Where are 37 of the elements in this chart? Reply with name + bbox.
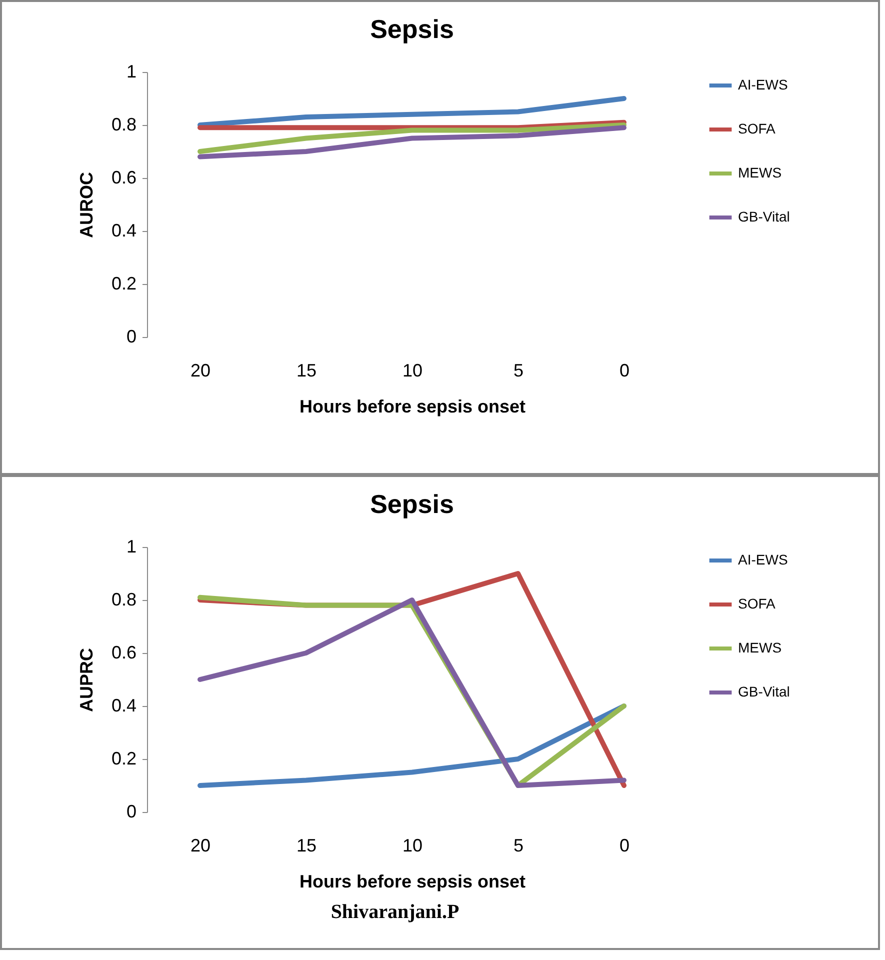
x-tick-label: 5 — [513, 360, 524, 380]
y-tick-label: 0.2 — [111, 748, 136, 768]
x-tick-label: 10 — [402, 836, 423, 856]
chart-title: Sepsis — [370, 14, 454, 44]
legend-label: AI-EWS — [738, 552, 788, 568]
y-tick-label: 0.6 — [111, 168, 136, 188]
legend-label: SOFA — [738, 596, 776, 612]
x-tick-label: 20 — [190, 836, 211, 856]
y-tick-label: 1 — [126, 62, 136, 82]
chart-title: Sepsis — [370, 489, 454, 519]
x-tick-label: 20 — [190, 360, 211, 380]
y-tick-label: 0.4 — [111, 696, 136, 716]
legend-label: MEWS — [738, 164, 782, 180]
y-tick-label: 0.8 — [111, 590, 136, 610]
x-tick-label: 10 — [402, 360, 423, 380]
y-tick-label: 0 — [126, 326, 136, 346]
x-axis-title: Hours before sepsis onset — [299, 396, 526, 416]
legend-label: GB-Vital — [738, 208, 790, 224]
legend-label: GB-Vital — [738, 684, 790, 700]
x-tick-label: 5 — [513, 836, 524, 856]
x-tick-label: 15 — [296, 360, 317, 380]
x-axis-title: Hours before sepsis onset — [299, 872, 526, 892]
y-tick-label: 0 — [126, 802, 136, 822]
legend-label: AI-EWS — [738, 76, 788, 92]
x-tick-label: 15 — [296, 836, 317, 856]
y-tick-label: 0.4 — [111, 220, 136, 240]
legend-label: MEWS — [738, 640, 782, 656]
y-tick-label: 0.8 — [111, 114, 136, 134]
text: Shivaranjani.P — [330, 901, 460, 924]
y-tick-label: 0.6 — [111, 642, 136, 662]
y-tick-label: 0.2 — [111, 274, 136, 294]
y-axis-title: AUROC — [76, 172, 96, 238]
x-tick-label: 0 — [619, 360, 630, 380]
y-axis-title: AUPRC — [76, 648, 96, 712]
y-tick-label: 1 — [126, 536, 136, 556]
legend-label: SOFA — [738, 120, 776, 136]
x-tick-label: 0 — [619, 836, 630, 856]
